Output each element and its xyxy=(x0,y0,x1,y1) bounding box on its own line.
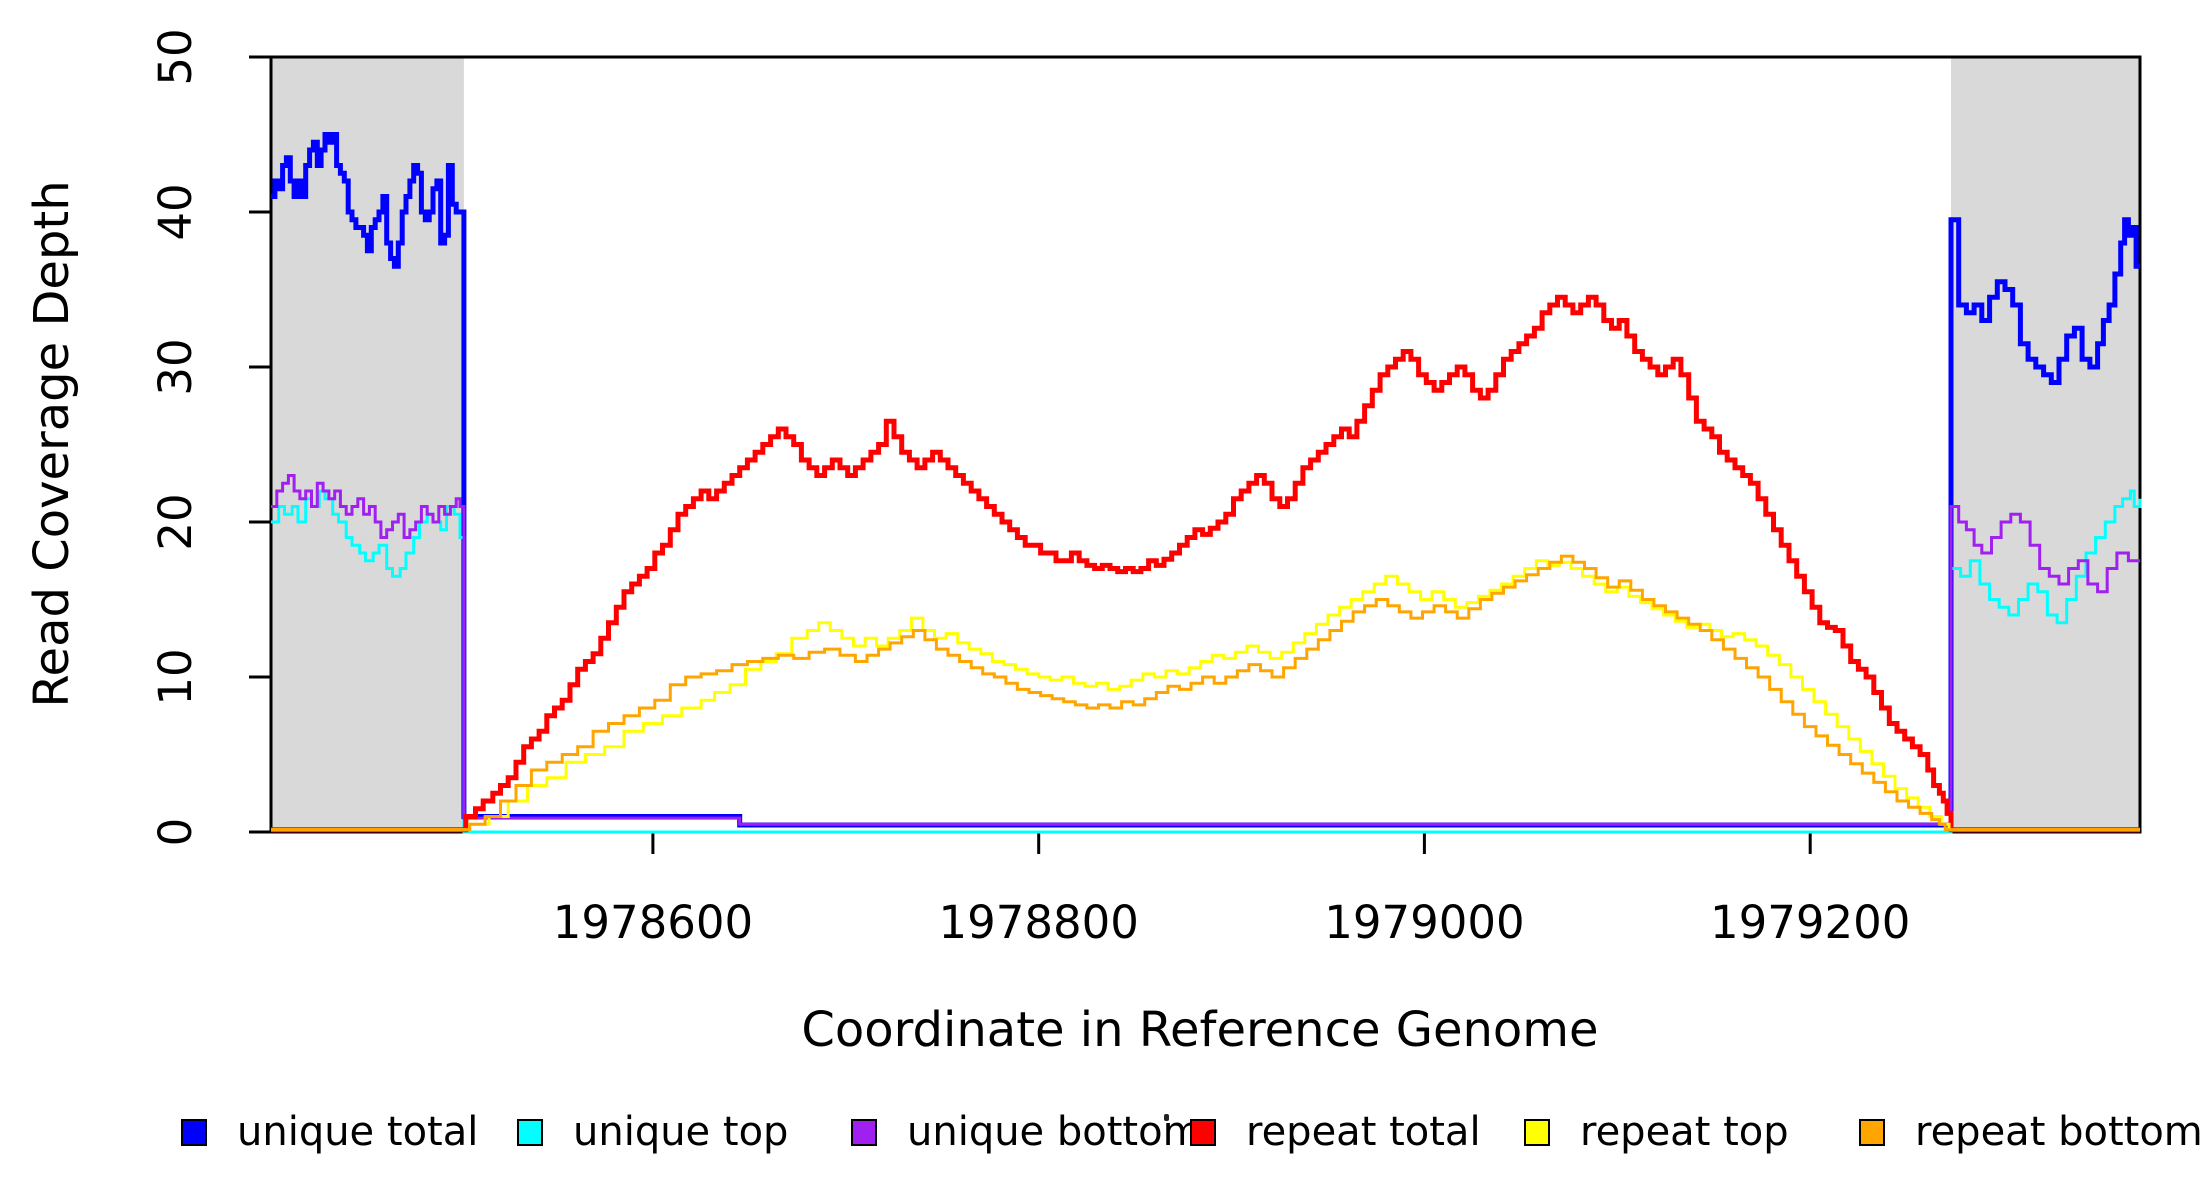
y-tick-label: 10 xyxy=(149,648,202,705)
legend-label: unique bottom xyxy=(907,1109,1202,1155)
series-repeat-bottom-line xyxy=(271,554,2140,832)
legend-label: unique total xyxy=(237,1109,479,1155)
legend-item-repeat-bottom: repeat bottom xyxy=(1859,1109,2200,1155)
legend-item-repeat-top: repeat top xyxy=(1524,1109,1789,1155)
legend-label: repeat bottom xyxy=(1915,1109,2200,1155)
legend-item-unique-top: unique top xyxy=(517,1109,789,1155)
repeat-bottom-swatch-icon xyxy=(1859,1118,1885,1146)
y-tick-label: 30 xyxy=(149,338,202,395)
unique-total-swatch-icon xyxy=(181,1118,207,1146)
legend-label: repeat total xyxy=(1246,1109,1481,1155)
series-unique-bottom-line xyxy=(271,474,2140,826)
repeat-top-swatch-icon xyxy=(1524,1118,1550,1146)
y-axis-title: Read Coverage Depth xyxy=(24,180,80,708)
legend-label: unique top xyxy=(573,1109,789,1155)
x-tick-label: 1979000 xyxy=(1324,896,1524,949)
stray-mark xyxy=(1164,1114,1169,1121)
series-repeat-top-line xyxy=(271,559,2140,832)
series-repeat-total-line xyxy=(271,294,2140,833)
x-tick-label: 1978600 xyxy=(553,896,753,949)
unique-bottom-swatch-icon xyxy=(851,1118,877,1146)
y-tick-label: 20 xyxy=(149,493,202,550)
legend-item-unique-total: unique total xyxy=(181,1109,479,1155)
y-tick-label: 40 xyxy=(149,183,202,240)
x-tick-label: 1979200 xyxy=(1710,896,1910,949)
x-tick-label: 1978800 xyxy=(938,896,1138,949)
legend-label: repeat top xyxy=(1580,1109,1789,1155)
legend-item-repeat-total: repeat total xyxy=(1190,1109,1481,1155)
y-tick-label: 0 xyxy=(149,818,202,847)
unique-top-swatch-icon xyxy=(517,1118,543,1146)
shaded-region-left-flank xyxy=(271,57,464,832)
y-tick-label: 50 xyxy=(149,28,202,85)
series-unique-total-line xyxy=(271,132,2140,828)
repeat-total-swatch-icon xyxy=(1190,1118,1216,1146)
x-axis-title: Coordinate in Reference Genome xyxy=(801,1002,1599,1058)
shaded-region-right-flank xyxy=(1951,57,2140,832)
legend-item-unique-bottom: unique bottom xyxy=(851,1109,1202,1155)
